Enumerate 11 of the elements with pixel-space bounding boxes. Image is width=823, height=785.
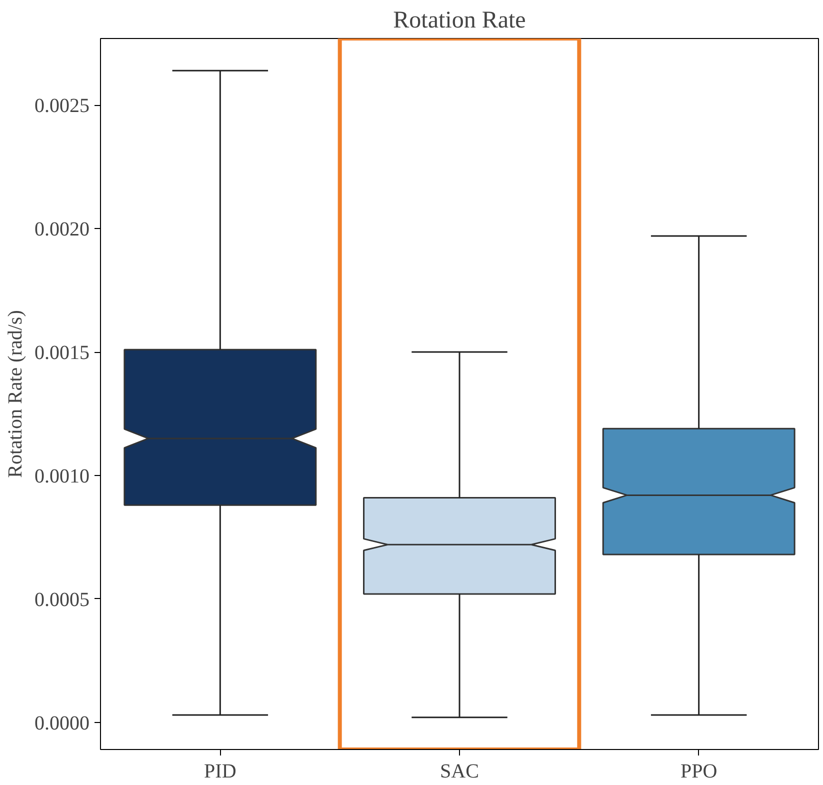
y-axis-title: Rotation Rate (rad/s) — [4, 310, 26, 478]
chart-title: Rotation Rate — [393, 8, 526, 34]
x-tick-label: PID — [204, 760, 236, 782]
y-tick-label: 0.0010 — [34, 465, 90, 488]
y-tick-label: 0.0000 — [34, 712, 90, 734]
y-tick-label: 0.0025 — [34, 95, 90, 118]
x-tick-label: PPO — [680, 760, 718, 782]
y-tick-label: 0.0020 — [34, 218, 90, 241]
y-tick-label: 0.0005 — [34, 588, 90, 611]
y-tick-label: 0.0015 — [34, 342, 90, 364]
x-tick-label: SAC — [440, 760, 479, 782]
